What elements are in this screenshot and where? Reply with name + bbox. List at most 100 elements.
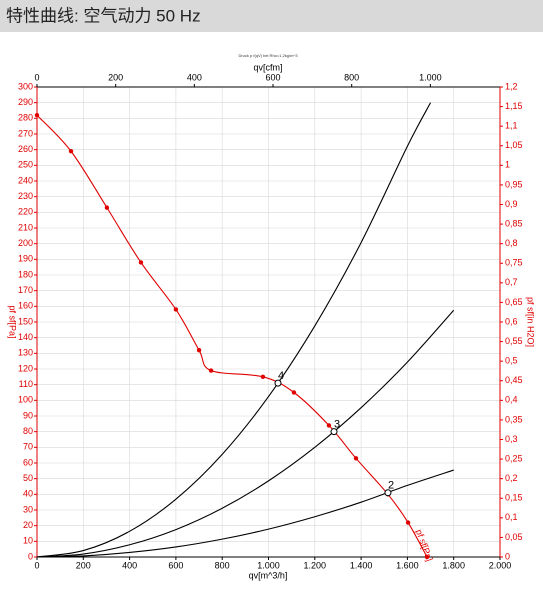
y2-tick-label: 0,2 — [505, 473, 518, 483]
y2-tick-label: 0,9 — [505, 199, 518, 209]
data-point — [424, 554, 430, 560]
x2-tick-label: 600 — [266, 72, 281, 82]
y2-tick-label: 0,8 — [505, 238, 518, 248]
y2-tick-label: 1,15 — [505, 101, 523, 111]
y-tick-label: 30 — [23, 504, 33, 514]
x-tick-label: 1.600 — [396, 560, 419, 570]
series-line — [36, 469, 454, 558]
y-tick-label: 50 — [23, 473, 33, 483]
y2-tick-label: 0,5 — [505, 356, 518, 366]
data-point — [260, 374, 266, 380]
y2-tick-label: 1,2 — [505, 81, 518, 91]
data-point — [173, 307, 179, 312]
y-tick-label: 160 — [18, 301, 33, 311]
y2-tick-label: 0,6 — [505, 316, 518, 326]
y2-tick-label: 0,3 — [505, 434, 518, 444]
y-tick-label: 130 — [18, 348, 33, 358]
y2-tick-label: 0,65 — [505, 297, 523, 307]
header-bar — [0, 0, 543, 32]
y2-axis-label: pf sf[in H2O] — [526, 297, 536, 347]
data-point — [405, 520, 411, 525]
operating-point-label: 3 — [334, 419, 340, 431]
data-point — [291, 390, 297, 395]
x2-tick-label: 400 — [187, 72, 202, 82]
y-tick-label: 180 — [18, 269, 33, 279]
y-tick-label: 170 — [18, 285, 33, 295]
x2-tick-label: 800 — [344, 72, 359, 82]
y-tick-label: 290 — [18, 97, 33, 107]
y-tick-label: 200 — [18, 238, 33, 248]
y-tick-label: 210 — [18, 222, 33, 232]
x-tick-label: 1.800 — [442, 560, 465, 570]
y-tick-label: 140 — [18, 332, 33, 342]
y2-tick-label: 0,85 — [505, 218, 523, 228]
y2-tick-label: 0,15 — [505, 493, 523, 503]
x-tick-label: 200 — [76, 560, 91, 570]
data-point — [34, 113, 40, 118]
x-tick-label: 800 — [215, 560, 230, 570]
y2-tick-label: 0,95 — [505, 179, 523, 189]
data-point — [353, 456, 359, 461]
y-tick-label: 0 — [28, 551, 33, 561]
x-tick-label: 1.400 — [350, 560, 373, 570]
y-tick-label: 20 — [23, 520, 33, 530]
x-tick-label: 400 — [122, 560, 137, 570]
chart-title: 特性曲线: 空气动力 50 Hz — [6, 6, 201, 25]
y-tick-label: 250 — [18, 160, 33, 170]
y2-tick-label: 0,45 — [505, 375, 523, 385]
data-point — [326, 423, 332, 428]
x2-axis-label: qv[cfm] — [253, 62, 282, 72]
x2-tick-label: 1.000 — [419, 72, 442, 82]
operating-point — [384, 489, 392, 497]
y2-tick-label: 1,05 — [505, 140, 523, 150]
x-tick-label: 1.200 — [304, 560, 327, 570]
y-tick-label: 300 — [18, 81, 33, 91]
series-line — [36, 114, 428, 558]
y2-tick-label: 0,25 — [505, 453, 523, 463]
operating-point — [330, 428, 338, 436]
x2-tick-label: 0 — [34, 72, 39, 82]
y-tick-label: 90 — [23, 410, 33, 420]
y-tick-label: 240 — [18, 175, 33, 185]
y-tick-label: 70 — [23, 442, 33, 452]
y-tick-label: 230 — [18, 191, 33, 201]
data-point — [208, 368, 214, 373]
y2-tick-label: 0,4 — [505, 395, 518, 405]
y-tick-label: 150 — [18, 316, 33, 326]
y-axis-label: pf sf[Pa] — [8, 305, 18, 338]
y-tick-label: 190 — [18, 254, 33, 264]
y-tick-label: 40 — [23, 489, 33, 499]
series-line — [36, 102, 432, 558]
chart-subtitle: Druck p f(qV) bei Rho=1,2kg/m^3 — [238, 53, 298, 58]
y2-tick-label: 0,7 — [505, 277, 518, 287]
x2-tick-label: 200 — [108, 72, 123, 82]
y-tick-label: 260 — [18, 144, 33, 154]
y-tick-label: 120 — [18, 363, 33, 373]
operating-point — [274, 379, 282, 387]
y2-tick-label: 0,55 — [505, 336, 523, 346]
operating-point-label: 2 — [388, 480, 394, 492]
y2-tick-label: 1 — [505, 160, 510, 170]
y-tick-label: 220 — [18, 207, 33, 217]
data-point — [196, 348, 202, 353]
x-tick-label: 2.000 — [489, 560, 512, 570]
y2-tick-label: 1,1 — [505, 121, 518, 131]
y2-tick-label: 0,75 — [505, 258, 523, 268]
y2-tick-label: 0,35 — [505, 414, 523, 424]
y-tick-label: 100 — [18, 395, 33, 405]
data-point — [104, 205, 110, 210]
y2-tick-label: 0,1 — [505, 512, 518, 522]
y2-tick-label: 0,05 — [505, 532, 523, 542]
y-tick-label: 270 — [18, 128, 33, 138]
x-axis-label: qv[m^3/h] — [249, 570, 288, 580]
y-tick-label: 80 — [23, 426, 33, 436]
y-tick-label: 280 — [18, 113, 33, 123]
y-tick-label: 10 — [23, 536, 33, 546]
data-point — [138, 260, 144, 265]
y-tick-label: 110 — [19, 379, 33, 389]
x-tick-label: 1.000 — [257, 560, 280, 570]
operating-point-label: 4 — [278, 370, 284, 382]
series-line — [36, 309, 455, 558]
